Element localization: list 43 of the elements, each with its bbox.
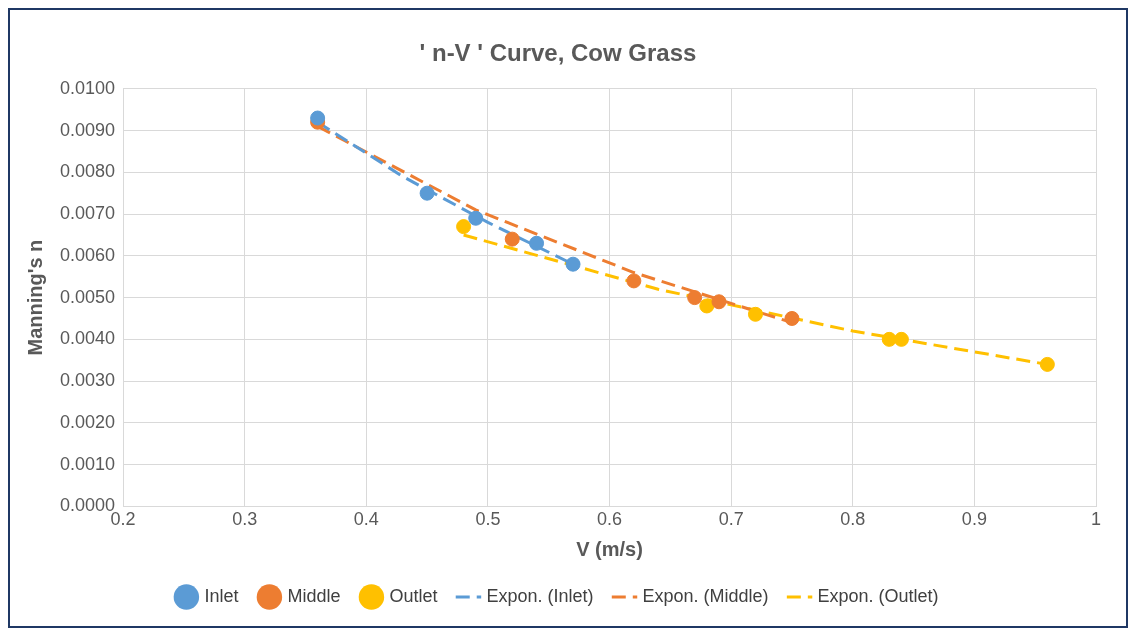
y-axis-title: Manning's n: [23, 239, 46, 356]
y-tick-label: 0.0070: [59, 203, 116, 224]
point: [468, 210, 484, 226]
point: [893, 331, 909, 347]
y-tick-label: 0.0040: [59, 328, 116, 349]
point: [687, 290, 703, 306]
x-tick-label: 0.9: [961, 509, 987, 530]
legend-label: Inlet: [204, 585, 239, 606]
y-tick-label: 0.0090: [59, 119, 116, 140]
y-tick-label: 0.0010: [59, 453, 116, 474]
point: [565, 256, 581, 272]
y-tick-label: 0.0030: [59, 370, 116, 391]
point: [419, 185, 435, 201]
y-tick-label: 0.0060: [59, 244, 116, 265]
point: [699, 298, 715, 314]
point: [529, 235, 545, 251]
point: [456, 219, 472, 235]
x-tick-label: 0.8: [840, 509, 866, 530]
point: [310, 110, 326, 126]
chart-title: ' n-V ' Curve, Cow Grass: [419, 39, 697, 67]
legend-label: Outlet: [389, 585, 438, 606]
point: [1039, 356, 1055, 372]
legend-label: Expon. (Outlet): [817, 585, 939, 606]
x-tick-label: 0.7: [718, 509, 744, 530]
legend-label: Middle: [287, 585, 341, 606]
point: [881, 331, 897, 347]
x-axis-title: V (m/s): [576, 537, 643, 560]
y-tick-label: 0.0080: [59, 161, 116, 182]
y-tick-label: 0.0020: [59, 411, 116, 432]
x-tick-label: 0.5: [475, 509, 501, 530]
point: [747, 306, 763, 322]
point: [504, 231, 520, 247]
y-tick-label: 0.0100: [59, 77, 116, 98]
x-tick-label: 1: [1090, 509, 1102, 530]
point: [784, 310, 800, 326]
point: [711, 294, 727, 310]
legend-label: Expon. (Middle): [642, 585, 769, 606]
x-tick-label: 0.4: [353, 509, 379, 530]
y-tick-label: 0.0050: [59, 286, 116, 307]
x-tick-label: 0.3: [232, 509, 258, 530]
x-tick-label: 0.6: [597, 509, 623, 530]
point: [626, 273, 642, 289]
legend-label: Expon. (Inlet): [486, 585, 594, 606]
